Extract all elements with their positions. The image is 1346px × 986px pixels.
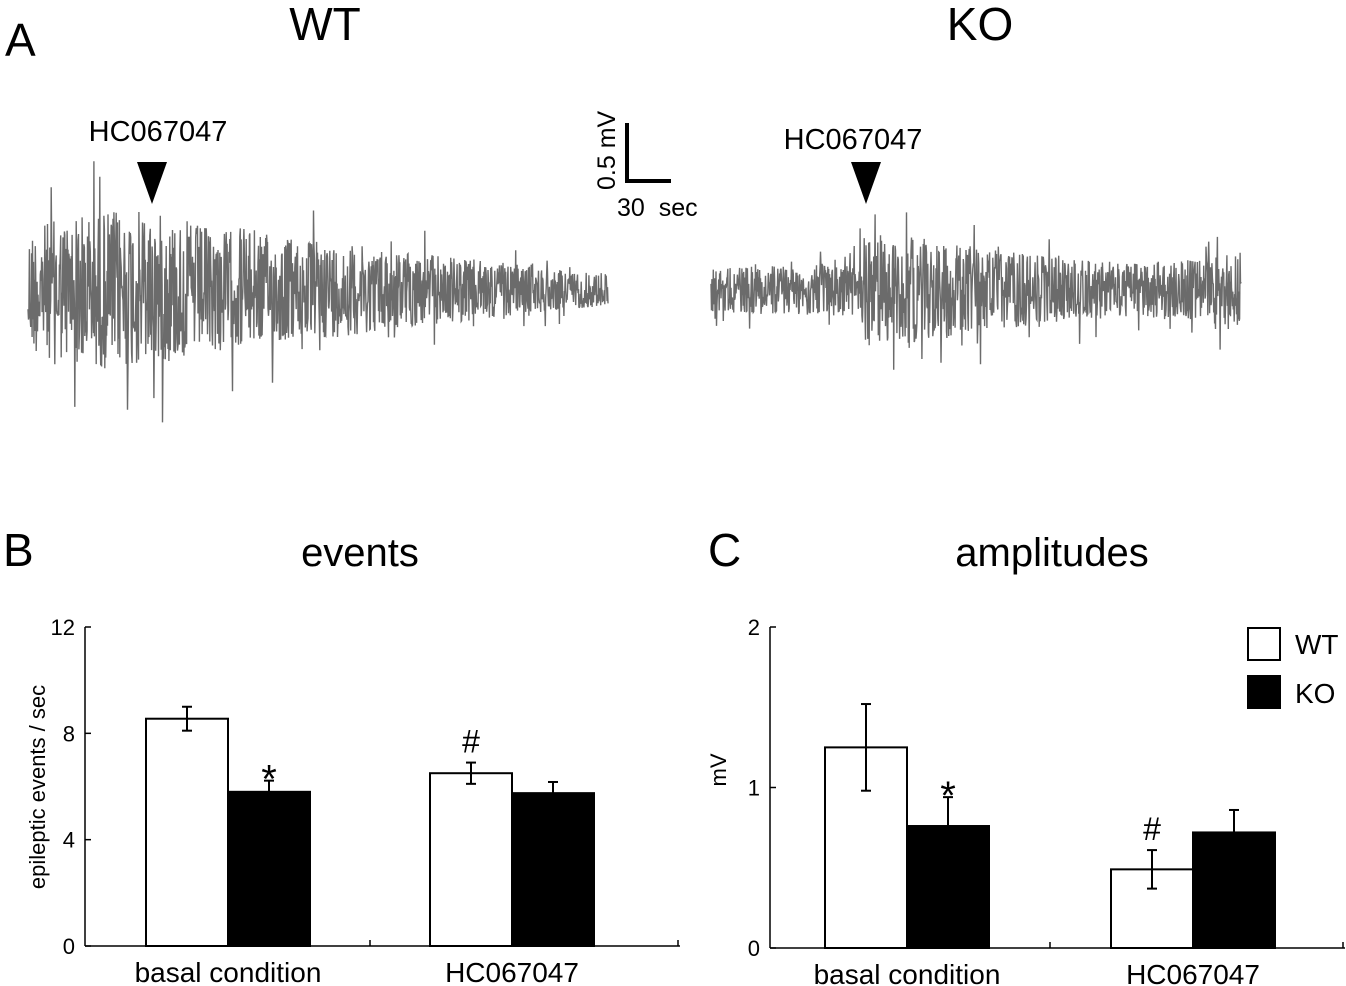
wt-marker-label: HC067047 bbox=[89, 116, 228, 148]
panel-a: A WT KO HC067047 HC067047 0.5 mV 30 sec bbox=[5, 0, 1242, 423]
category-label: basal condition bbox=[135, 957, 322, 986]
legend-swatch-ko bbox=[1247, 675, 1281, 709]
bar-ko-1 bbox=[1192, 831, 1276, 949]
y-tick-label: 0 bbox=[63, 934, 75, 959]
category-label: basal condition bbox=[814, 959, 1001, 986]
panel-c-label: C bbox=[708, 524, 741, 576]
y-tick-label: 1 bbox=[748, 776, 760, 801]
amplitudes-chart-title: amplitudes bbox=[955, 531, 1148, 575]
ko-trace bbox=[710, 212, 1242, 370]
bar-wt-1 bbox=[1110, 868, 1194, 949]
category-label: HC067047 bbox=[1126, 959, 1260, 986]
bar-ko-0 bbox=[227, 790, 311, 947]
significance-marker: * bbox=[940, 774, 956, 818]
panel-b-label: B bbox=[3, 524, 34, 576]
category-label: HC067047 bbox=[445, 957, 579, 986]
events-chart-title: events bbox=[301, 531, 419, 575]
events-chart: B events epileptic events / sec 0 4 8 12 bas… bbox=[3, 524, 680, 986]
bar-wt-0 bbox=[824, 746, 908, 949]
ko-trace-title: KO bbox=[947, 0, 1013, 50]
bar-ko-1 bbox=[511, 792, 595, 947]
significance-marker: # bbox=[1143, 811, 1161, 847]
legend: WT KO bbox=[1247, 627, 1339, 709]
wt-trace bbox=[27, 161, 609, 423]
y-tick-label: 8 bbox=[63, 721, 75, 746]
y-tick-label: 0 bbox=[748, 936, 760, 961]
y-tick-label: 12 bbox=[51, 615, 75, 640]
bar-ko-0 bbox=[906, 825, 990, 950]
scale-bar-horizontal-label: 30 sec bbox=[617, 194, 698, 222]
events-y-axis-label: epileptic events / sec bbox=[25, 685, 50, 889]
significance-marker: # bbox=[462, 724, 480, 760]
wt-marker-arrow-icon bbox=[137, 162, 167, 204]
amplitudes-chart: C amplitudes mV WT KO 0 1 2 basal condition… bbox=[706, 524, 1345, 986]
legend-label-ko: KO bbox=[1295, 678, 1335, 709]
bar-wt-0 bbox=[145, 717, 229, 948]
bar-wt-1 bbox=[429, 772, 513, 947]
y-tick-label: 4 bbox=[63, 828, 75, 853]
y-tick-label: 2 bbox=[748, 615, 760, 640]
legend-swatch-wt bbox=[1247, 627, 1281, 661]
scale-bar-vertical-label: 0.5 mV bbox=[593, 110, 621, 190]
ko-marker-arrow-icon bbox=[851, 162, 881, 204]
ko-marker-label: HC067047 bbox=[784, 124, 923, 156]
wt-trace-title: WT bbox=[289, 0, 361, 50]
panel-a-label: A bbox=[5, 14, 36, 66]
scale-bar: 0.5 mV 30 sec bbox=[593, 110, 698, 222]
significance-marker: * bbox=[261, 758, 277, 802]
legend-label-wt: WT bbox=[1295, 629, 1339, 660]
amplitudes-y-axis-label: mV bbox=[706, 753, 731, 786]
